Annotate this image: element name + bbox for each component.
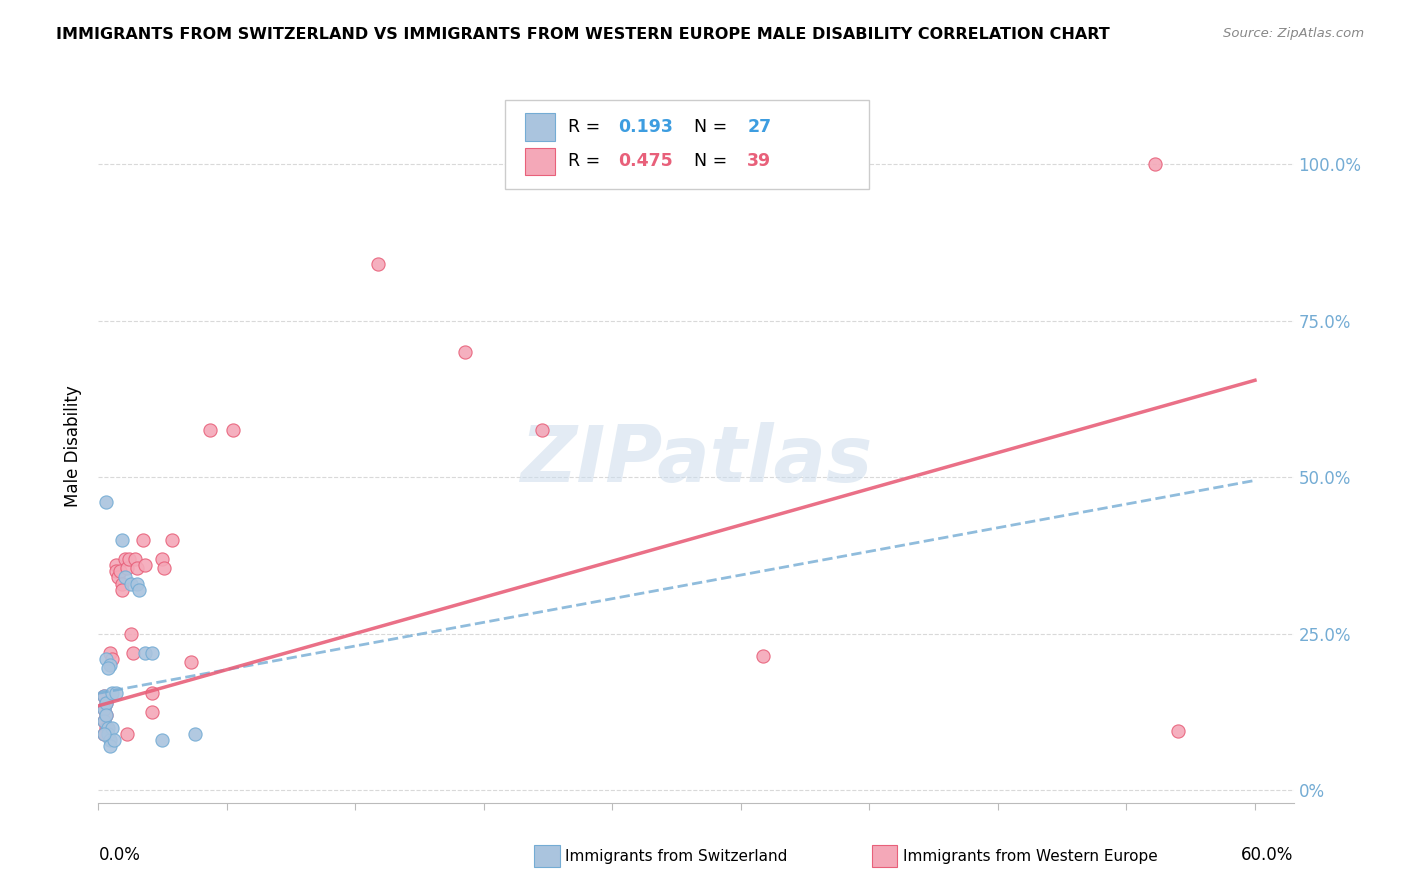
Text: IMMIGRANTS FROM SWITZERLAND VS IMMIGRANTS FROM WESTERN EUROPE MALE DISABILITY CO: IMMIGRANTS FROM SWITZERLAND VS IMMIGRANT… [56,27,1109,42]
Point [93,702,115,716]
Text: Source: ZipAtlas.com: Source: ZipAtlas.com [1223,27,1364,40]
Point [110,576,132,591]
Point [153,561,176,575]
Point [97,727,120,741]
Point [222,423,245,437]
Point [93,702,115,716]
Point [98,733,121,747]
Point [124,551,146,566]
Point [114,570,136,584]
Point [120,627,142,641]
Text: R =: R = [568,118,606,136]
Point [93,714,115,729]
Point [104,558,127,572]
Point [110,582,132,597]
Text: N =: N = [693,153,733,170]
Point [150,551,173,566]
Point [93,690,115,704]
Text: R =: R = [568,153,606,170]
Point [134,646,156,660]
Point [160,533,183,547]
Point [108,564,131,578]
Text: 60.0%: 60.0% [1241,846,1294,863]
Point [141,646,163,660]
Point [141,686,163,700]
Point [125,561,148,575]
Point [94,696,117,710]
Text: Immigrants from Western Europe: Immigrants from Western Europe [903,849,1157,863]
Point [94,495,117,509]
Point [367,257,389,271]
Point [453,345,475,359]
Point [141,705,163,719]
Point [94,721,117,735]
Point [117,727,139,741]
Point [110,533,132,547]
Point [101,652,124,666]
Point [114,551,136,566]
Text: 0.0%: 0.0% [98,846,141,863]
Text: N =: N = [693,118,733,136]
Point [180,655,202,669]
Point [1167,723,1189,738]
Point [93,690,115,704]
Point [93,714,115,729]
Point [98,646,121,660]
Point [200,423,222,437]
Point [104,564,127,578]
Point [93,727,115,741]
Text: 27: 27 [748,118,772,136]
Point [150,733,173,747]
Point [94,652,117,666]
Point [128,582,150,597]
Point [94,708,117,723]
Point [118,551,141,566]
Point [134,558,156,572]
Point [122,646,145,660]
Point [184,727,207,741]
Point [98,739,121,754]
Text: 0.193: 0.193 [619,118,673,136]
Text: 0.475: 0.475 [619,153,673,170]
Point [125,576,148,591]
Bar [524,148,555,175]
Text: Immigrants from Switzerland: Immigrants from Switzerland [565,849,787,863]
Point [98,658,121,673]
Text: 39: 39 [748,153,772,170]
Point [752,648,775,663]
Point [530,423,553,437]
Bar [524,113,555,141]
Point [120,576,142,591]
Point [94,696,117,710]
Point [104,686,127,700]
Point [132,533,155,547]
Y-axis label: Male Disability: Male Disability [65,385,83,507]
Text: ZIPatlas: ZIPatlas [520,422,872,499]
Point [101,721,124,735]
Point [97,661,120,675]
FancyBboxPatch shape [505,100,869,189]
Point [97,721,120,735]
Point [93,727,115,741]
Point [117,561,139,575]
Point [94,708,117,723]
Point [107,570,129,584]
Point [101,686,124,700]
Point [1143,157,1166,171]
Point [103,733,125,747]
